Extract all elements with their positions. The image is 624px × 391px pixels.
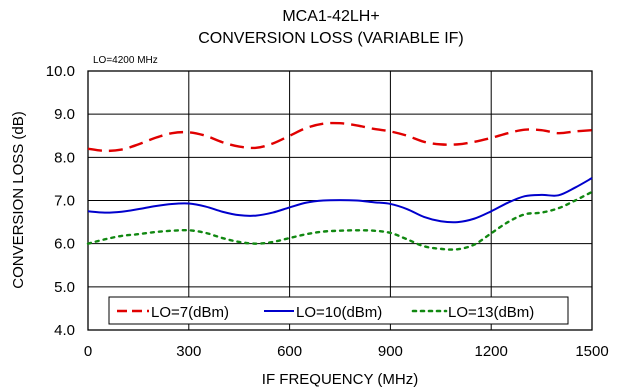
plot-frame (87, 70, 593, 331)
legend-label-lo13: LO=13(dBm) (448, 304, 534, 321)
x-axis-label: IF FREQUENCY (MHz) (262, 371, 418, 388)
x-tick-labels: 0 300 600 900 1200 1500 (84, 343, 609, 360)
y-tick-label: 5.0 (54, 279, 75, 296)
y-tick-label: 7.0 (54, 193, 75, 210)
lo-annotation: LO=4200 MHz (93, 55, 158, 66)
x-tick-label: 300 (176, 343, 201, 360)
x-tick-label: 900 (378, 343, 403, 360)
legend-label-lo7: LO=7(dBm) (151, 304, 229, 321)
x-tick-label: 1500 (575, 343, 608, 360)
y-tick-label: 4.0 (54, 322, 75, 339)
chart-subtitle: CONVERSION LOSS (VARIABLE IF) (198, 30, 464, 47)
x-tick-label: 0 (84, 343, 92, 360)
y-axis-label: CONVERSION LOSS (dB) (10, 111, 27, 289)
x-tick-label: 600 (277, 343, 302, 360)
y-tick-label: 6.0 (54, 236, 75, 253)
series-lines (86, 121, 594, 251)
legend-label-lo10: LO=10(dBm) (296, 304, 382, 321)
y-tick-label: 9.0 (54, 106, 75, 123)
series-line-0 (87, 121, 593, 153)
x-tick-label: 1200 (475, 343, 508, 360)
chart-title: MCA1-42LH+ (282, 8, 379, 25)
legend: LO=7(dBm) LO=10(dBm) LO=13(dBm) (108, 296, 569, 325)
y-tick-label: 8.0 (54, 149, 75, 166)
series-line-1 (87, 177, 593, 224)
legend-box (108, 296, 569, 325)
series-line-2 (86, 190, 594, 251)
y-tick-label: 10.0 (46, 63, 75, 80)
y-tick-labels: 4.0 5.0 6.0 7.0 8.0 9.0 10.0 (46, 63, 75, 339)
